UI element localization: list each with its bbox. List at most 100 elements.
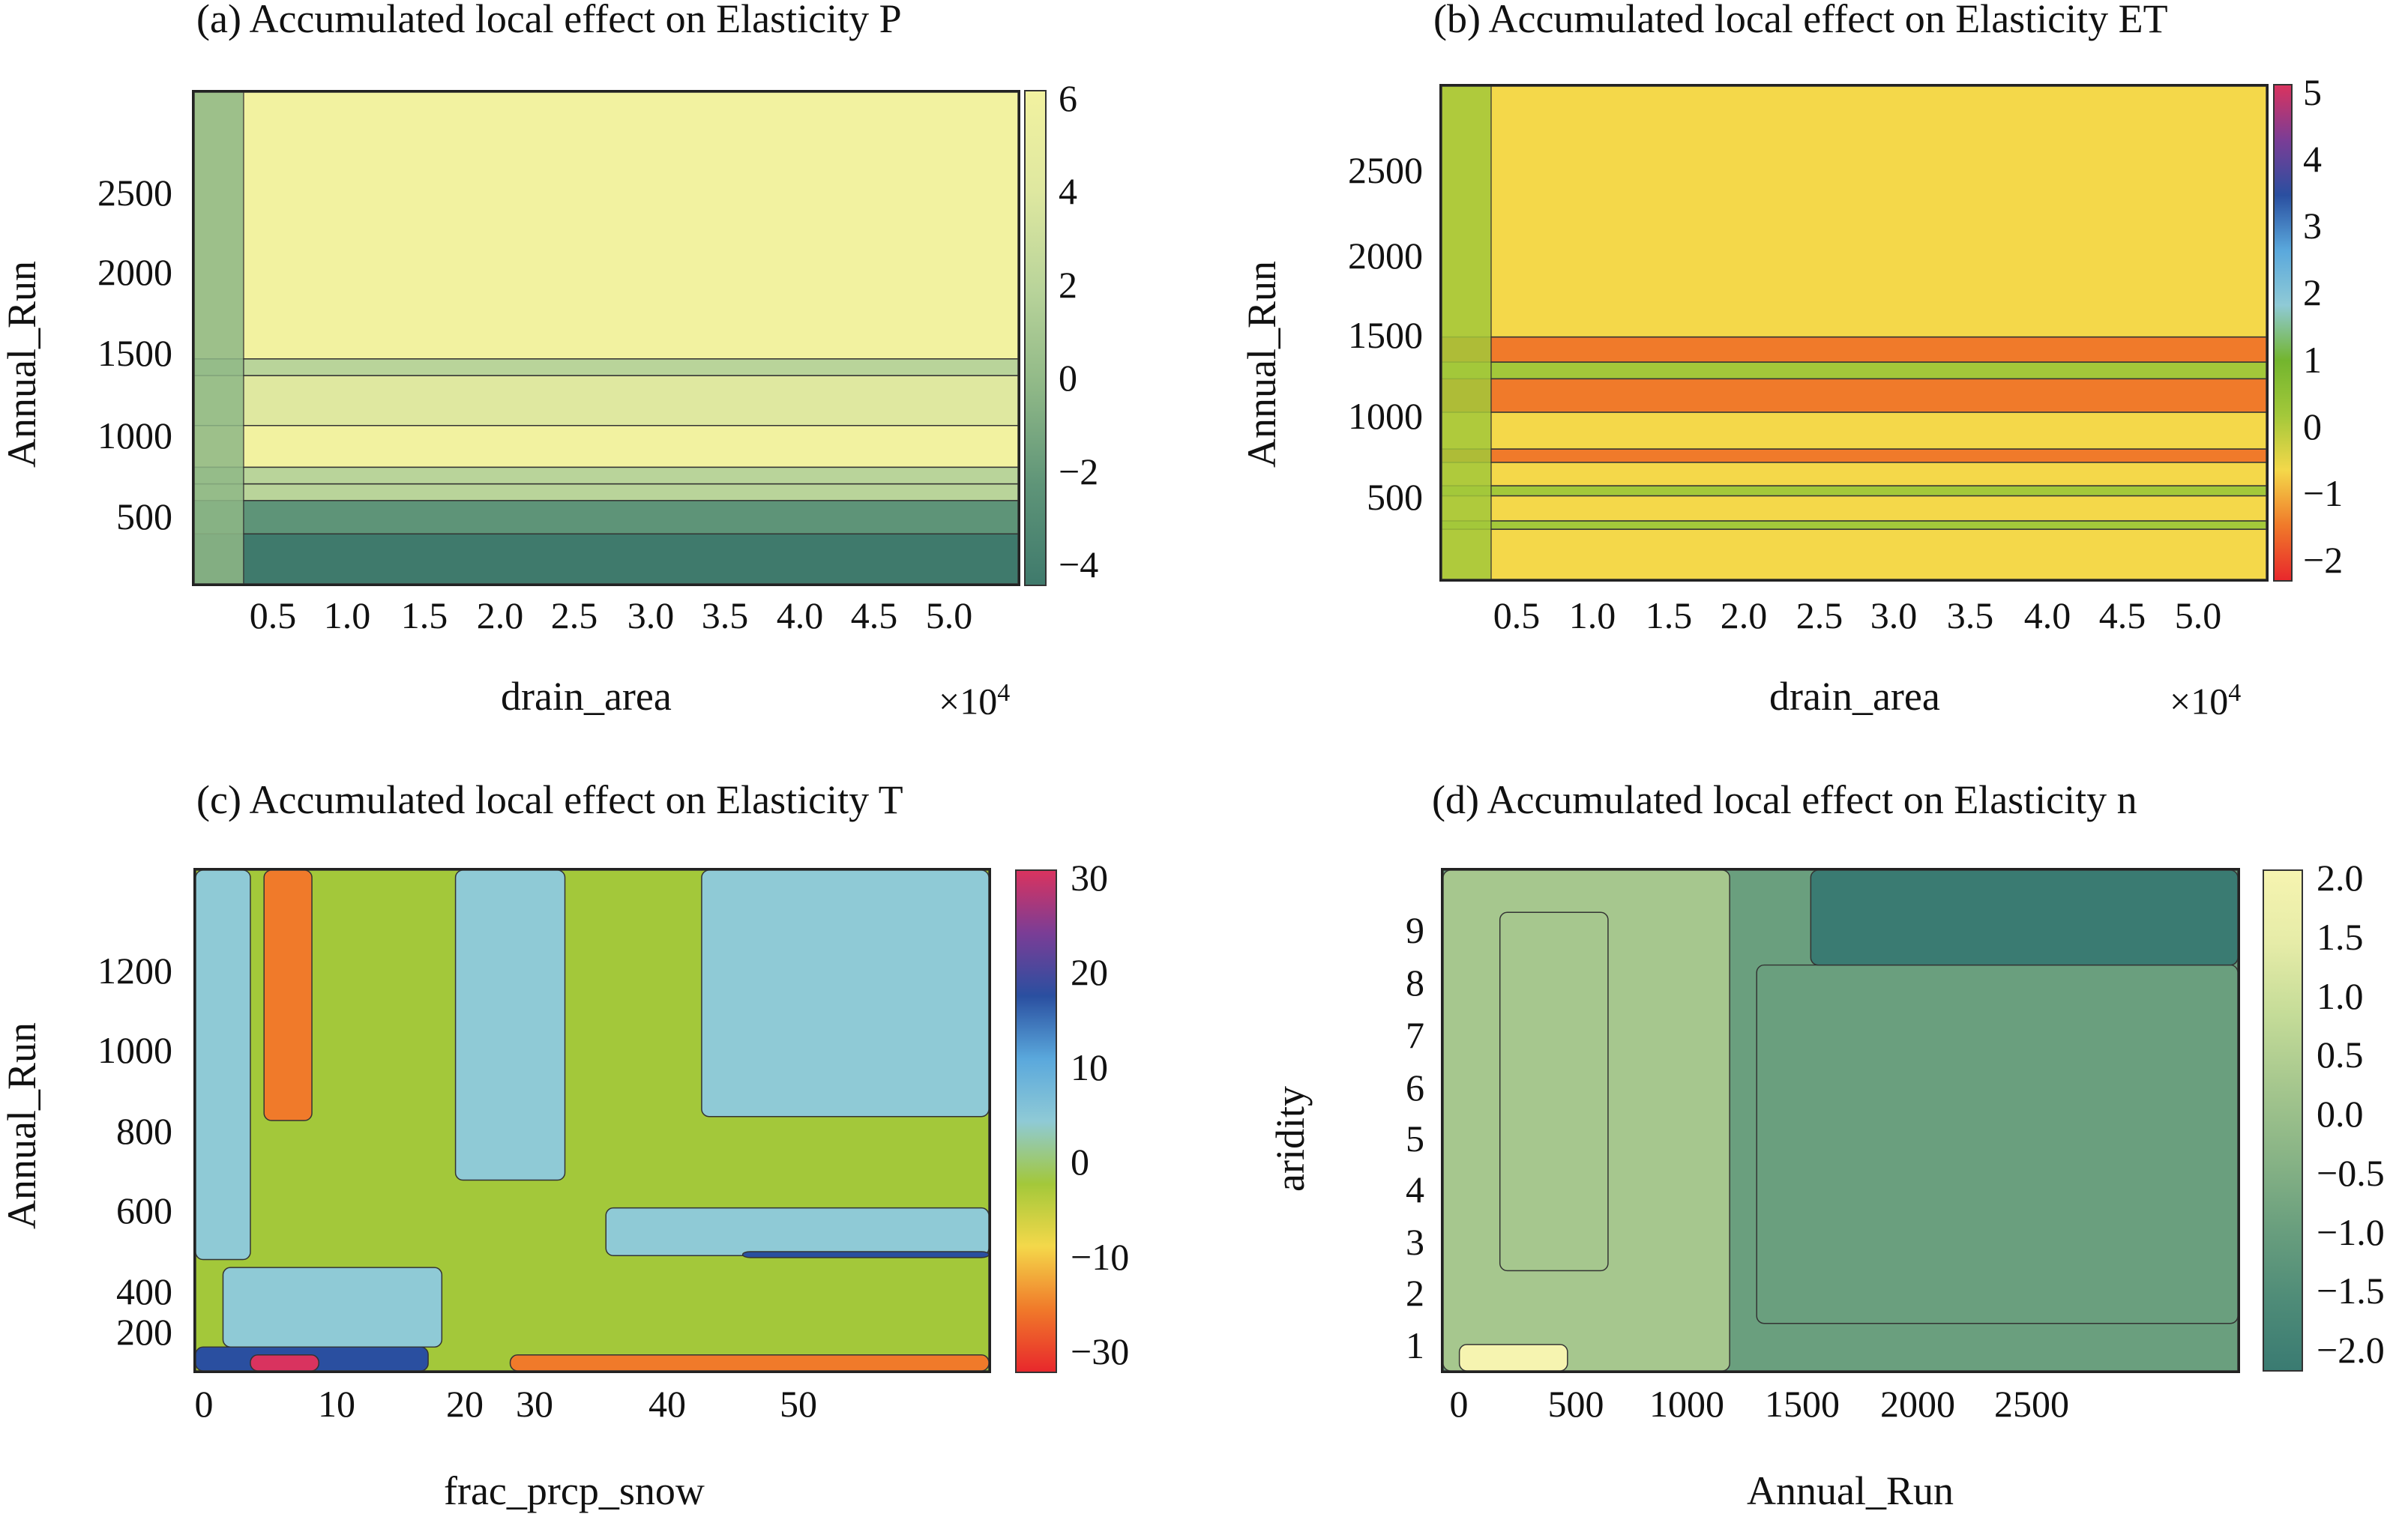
y-tick-label: 4 <box>1406 1168 1424 1210</box>
colorbar-tick-label: −2.0 <box>2317 1329 2385 1371</box>
x-tick-label: 1000 <box>1649 1383 1724 1425</box>
plot-area <box>1439 84 2269 582</box>
y-tick-label: 8 <box>1406 962 1424 1004</box>
plot-area <box>1441 868 2240 1373</box>
contour-band-6 <box>1442 448 2266 463</box>
x-tick-label: 5.0 <box>2174 594 2222 636</box>
contour-band-7 <box>1442 411 2266 450</box>
contour-left-edge <box>194 92 244 584</box>
contour-region-7 <box>605 1207 989 1256</box>
contour-region-5 <box>1810 870 2238 966</box>
y-tick-label: 5 <box>1406 1118 1424 1159</box>
x-axis-label: frac_prcp_snow <box>444 1468 705 1513</box>
colorbar-tick-label: 2 <box>2303 271 2322 314</box>
y-tick-label: 1500 <box>97 332 172 374</box>
x-tick-label: 2500 <box>1994 1383 2069 1425</box>
y-tick-label: 1500 <box>1348 314 1423 356</box>
colorbar-tick-label: −0.5 <box>2317 1151 2385 1194</box>
contour-band-9 <box>1442 361 2266 380</box>
colorbar-tick-label: 0.0 <box>2317 1093 2364 1135</box>
x-tick-label: 3.5 <box>701 594 749 636</box>
y-tick-label: 6 <box>1406 1067 1424 1109</box>
colorbar <box>1024 90 1047 586</box>
contour-band-4 <box>1442 485 2266 497</box>
colorbar-tick-label: −2 <box>1059 450 1099 492</box>
heatmap-d <box>1443 870 2238 1371</box>
y-tick-label: 2500 <box>97 172 172 214</box>
x-tick-label: 500 <box>1547 1383 1604 1425</box>
y-tick-label: 200 <box>116 1311 172 1353</box>
x-tick-label: 2000 <box>1880 1383 1955 1425</box>
x-tick-label: 3.0 <box>627 594 675 636</box>
y-tick-label: 800 <box>116 1110 172 1152</box>
plot-area <box>193 868 991 1373</box>
contour-region-6 <box>222 1267 443 1348</box>
colorbar-tick-label: −2 <box>2303 539 2344 581</box>
y-tick-label: 1200 <box>97 950 172 992</box>
contour-band-4 <box>194 466 1018 485</box>
x-tick-label: 0.5 <box>249 594 297 636</box>
contour-band-1 <box>1442 528 2266 579</box>
x-tick-label: 2.5 <box>1796 594 1843 636</box>
x-axis-label: Annual_Run <box>1747 1468 1954 1513</box>
x-axis-label: drain_area <box>1769 674 1940 719</box>
contour-region-9 <box>509 1354 989 1371</box>
colorbar-tick-label: 2 <box>1059 263 1077 306</box>
colorbar-tick-label: −30 <box>1071 1330 1130 1372</box>
chart-title: (b) Accumulated local effect on Elastici… <box>1433 0 2168 41</box>
y-tick-label: 400 <box>116 1270 172 1312</box>
x-tick-label: 4.0 <box>2023 594 2071 636</box>
y-tick-label: 600 <box>116 1189 172 1231</box>
x-tick-label: 4.5 <box>2098 594 2146 636</box>
heatmap-a <box>194 92 1018 584</box>
x-tick-label: 30 <box>516 1383 553 1425</box>
colorbar-tick-label: −10 <box>1071 1235 1130 1278</box>
chart-title: (a) Accumulated local effect on Elastici… <box>196 0 902 41</box>
contour-band-11 <box>1442 86 2266 338</box>
colorbar-tick-label: 0 <box>1071 1141 1089 1183</box>
x-tick-label: 1500 <box>1765 1383 1840 1425</box>
x-tick-label: 1.0 <box>323 594 371 636</box>
x-axis-label: drain_area <box>501 674 672 719</box>
colorbar-tick-label: 4 <box>1059 170 1077 213</box>
colorbar-tick-label: −4 <box>1059 543 1099 585</box>
y-tick-label: 2000 <box>97 251 172 293</box>
contour-region-3 <box>1499 911 1609 1272</box>
x-tick-label: 1.5 <box>1645 594 1693 636</box>
x-tick-label: 3.0 <box>1870 594 1918 636</box>
contour-band-5 <box>1442 462 2266 486</box>
colorbar-tick-label: 2.0 <box>2317 857 2364 899</box>
contour-region-4 <box>701 870 989 1118</box>
y-tick-label: 500 <box>116 495 172 537</box>
contour-band-8 <box>1442 378 2266 413</box>
x-tick-label: 0 <box>1449 1383 1469 1425</box>
x-multiplier: ×104 <box>2170 679 2242 723</box>
x-tick-label: 50 <box>780 1383 817 1425</box>
colorbar-tick-label: 10 <box>1071 1046 1108 1088</box>
y-tick-label: 7 <box>1406 1014 1424 1056</box>
contour-region-3 <box>454 870 566 1181</box>
colorbar-tick-label: 1.0 <box>2317 974 2364 1017</box>
x-tick-label: 2.0 <box>476 594 524 636</box>
contour-region-6 <box>1458 1344 1568 1371</box>
contour-region-8 <box>741 1251 989 1258</box>
x-multiplier: ×104 <box>939 679 1011 723</box>
contour-band-1 <box>194 533 1018 584</box>
y-tick-label: 3 <box>1406 1221 1424 1263</box>
x-tick-label: 2.5 <box>550 594 598 636</box>
contour-band-5 <box>194 425 1018 468</box>
y-tick-label: 1000 <box>97 1029 172 1071</box>
y-tick-label: 2 <box>1406 1272 1424 1314</box>
x-tick-label: 4.0 <box>776 594 824 636</box>
chart-title: (c) Accumulated local effect on Elastici… <box>196 777 903 822</box>
y-tick-label: 9 <box>1406 909 1424 951</box>
contour-band-3 <box>194 483 1018 501</box>
heatmap-b <box>1442 86 2266 579</box>
y-tick-label: 500 <box>1367 476 1423 518</box>
x-tick-label: 10 <box>318 1383 355 1425</box>
contour-band-8 <box>194 92 1018 360</box>
x-tick-label: 1.0 <box>1568 594 1616 636</box>
colorbar-tick-label: 1 <box>2303 338 2322 381</box>
y-tick-label: 1 <box>1406 1324 1424 1366</box>
colorbar-tick-label: 6 <box>1059 77 1077 119</box>
